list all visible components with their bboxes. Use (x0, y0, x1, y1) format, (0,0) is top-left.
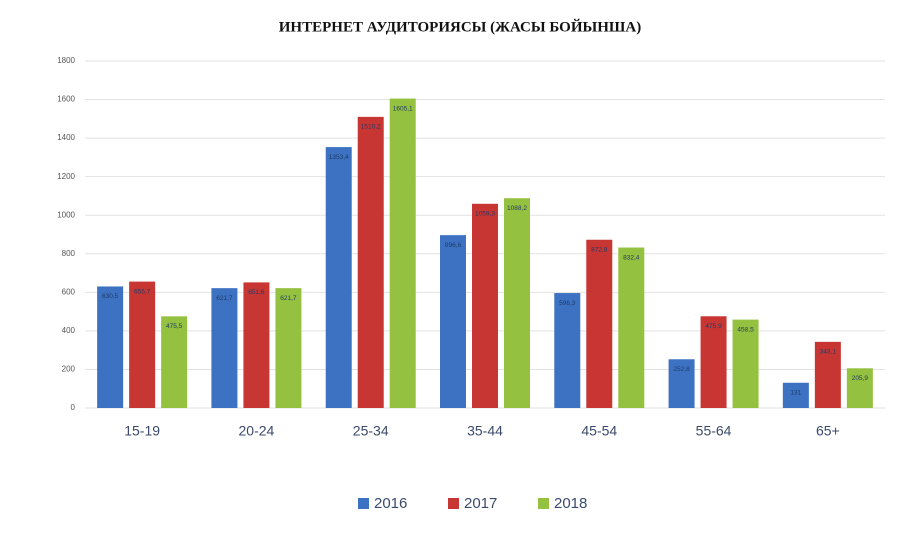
bar (668, 359, 695, 408)
y-tick-label: 600 (62, 287, 76, 296)
y-tick-label: 1000 (57, 210, 75, 219)
bar (389, 98, 416, 408)
data-label: 655,7 (134, 288, 151, 295)
y-tick-label: 800 (62, 249, 76, 258)
bar (732, 319, 759, 408)
y-tick-label: 1800 (57, 56, 75, 65)
data-label: 630,5 (102, 293, 119, 300)
data-label: 896,6 (445, 242, 462, 249)
x-tick-label: 15-19 (124, 423, 160, 439)
legend-swatch (448, 498, 459, 509)
data-label: 131 (790, 389, 801, 396)
x-tick-label: 35-44 (467, 423, 503, 439)
data-label: 205,9 (852, 375, 869, 382)
data-label: 458,5 (737, 326, 754, 333)
bar (700, 316, 727, 408)
bar (357, 116, 384, 408)
y-tick-label: 400 (62, 326, 76, 335)
legend-label: 2017 (464, 495, 497, 512)
data-label: 1605,1 (393, 105, 413, 112)
bar (504, 198, 530, 408)
legend-label: 2016 (374, 495, 407, 512)
legend-swatch (358, 498, 369, 509)
bar (129, 281, 156, 408)
legend-label: 2018 (554, 495, 587, 512)
bar (814, 341, 841, 408)
x-tick-label: 20-24 (239, 423, 275, 439)
bar (211, 288, 238, 408)
data-label: 343,1 (820, 349, 837, 356)
data-label: 1059,3 (475, 211, 495, 218)
y-tick-label: 1400 (57, 133, 75, 142)
data-label: 651,6 (248, 289, 265, 296)
bar (325, 147, 352, 409)
bar (472, 203, 498, 408)
data-label: 1353,4 (329, 154, 349, 161)
bar (275, 288, 302, 408)
data-label: 1510,2 (361, 124, 381, 131)
data-label: 475,9 (705, 323, 722, 330)
data-label: 596,3 (559, 300, 576, 307)
data-label: 621,7 (280, 295, 297, 302)
data-label: 1088,2 (507, 205, 527, 212)
y-tick-label: 0 (71, 403, 76, 412)
x-tick-label: 55-64 (696, 423, 732, 439)
x-tick-label: 25-34 (353, 423, 389, 439)
y-tick-label: 200 (62, 365, 76, 374)
bar (440, 235, 466, 408)
bar (846, 368, 873, 408)
y-tick-label: 1600 (57, 95, 75, 104)
bar (243, 282, 270, 408)
bar (161, 316, 188, 408)
bar (618, 247, 645, 408)
bar (554, 293, 581, 408)
bar (97, 286, 124, 408)
legend-swatch (538, 498, 549, 509)
data-label: 872,8 (591, 246, 608, 253)
bar (782, 382, 809, 408)
chart-title: ИНТЕРНЕТ АУДИТОРИЯСЫ (ЖАСЫ БОЙЫНША) (279, 18, 641, 35)
bar (586, 239, 613, 408)
data-label: 475,5 (166, 323, 183, 330)
y-tick-label: 1200 (57, 172, 75, 181)
data-label: 832,4 (623, 254, 640, 261)
data-label: 252,8 (673, 366, 690, 373)
data-label: 621,7 (216, 295, 233, 302)
x-tick-label: 65+ (816, 423, 840, 439)
x-tick-label: 45-54 (581, 423, 617, 439)
